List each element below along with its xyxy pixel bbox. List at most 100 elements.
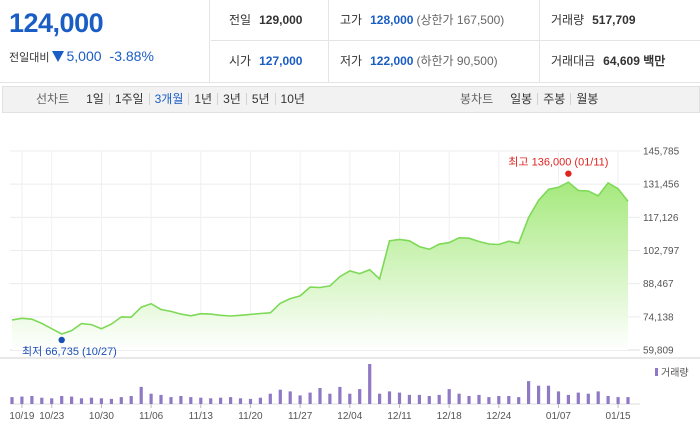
volume-bar: [169, 397, 173, 404]
open-value: 127,000: [259, 54, 303, 68]
y-axis-ticks: 145,785 131,456 117,126 102,797 88,467 74,138…: [643, 147, 680, 357]
open-cell: 시가 127,000: [229, 41, 302, 82]
volume-cell: 거래량 517,709: [539, 0, 700, 41]
low-value: 122,000: [370, 54, 414, 68]
volume-bar: [437, 394, 441, 404]
volume-bar: [278, 389, 282, 404]
volume-bar: [467, 396, 471, 404]
low-annotation: 최저 66,735 (10/27): [22, 345, 117, 358]
x-tick-label: 12/04: [337, 411, 362, 422]
trade-value-label: 거래대금: [551, 54, 596, 68]
y-tick-label: 117,126: [643, 213, 679, 224]
tab-1d[interactable]: 1일: [86, 92, 104, 106]
volume-bar: [397, 392, 402, 404]
x-tick-label: 10/30: [89, 411, 114, 422]
tab-3m[interactable]: 3개월: [148, 93, 189, 105]
x-tick-label: 11/27: [288, 411, 313, 422]
volume-bars: [10, 364, 630, 404]
price-change: 전일대비 5,000 -3.88%: [9, 48, 154, 65]
volume-bar: [99, 398, 103, 404]
volume-bar: [159, 394, 163, 404]
y-tick-label: 88,467: [643, 279, 674, 290]
volume-bar: [79, 398, 84, 404]
low-marker: [58, 336, 65, 344]
x-tick-label: 12/11: [387, 411, 412, 422]
y-tick-label: 59,809: [643, 346, 674, 357]
upper-limit: (상한가 167,500): [416, 13, 505, 27]
volume-bar: [238, 398, 243, 404]
quote-row-1: 전일 129,000 고가 128,000 (상한가 167,500) 거래량 517,…: [211, 0, 700, 41]
volume-bar: [199, 397, 203, 404]
volume-bar: [60, 396, 64, 404]
y-tick-label: 131,456: [643, 180, 680, 191]
volume-bar: [30, 396, 34, 404]
x-tick-label: 01/07: [546, 411, 571, 422]
volume-bar: [427, 396, 431, 404]
change-percent: -3.88%: [109, 48, 154, 64]
volume-bar: [338, 386, 342, 404]
tab-5y[interactable]: 5년: [245, 93, 275, 105]
prev-close-label: 전일: [229, 13, 252, 27]
volume-bar: [268, 393, 272, 404]
volume-bar: [487, 397, 491, 404]
volume-bar: [586, 393, 590, 404]
tab-1y[interactable]: 1년: [188, 93, 217, 105]
low-cell: 저가 122,000 (하한가 90,500): [328, 41, 538, 82]
volume-bar: [537, 385, 541, 404]
volume-bar: [149, 393, 153, 404]
volume-legend: 거래량: [661, 367, 689, 379]
volume-bar: [179, 396, 183, 404]
high-label: 고가: [340, 13, 363, 27]
price-chart: 145,785 131,456 117,126 102,797 88,467 74,138…: [0, 147, 700, 422]
x-tick-label: 10/23: [39, 411, 64, 422]
high-marker: [565, 170, 572, 177]
volume-bar: [566, 394, 570, 404]
volume-bar: [248, 398, 253, 404]
volume-bar: [40, 397, 44, 404]
price-line: [11, 181, 629, 335]
line-chart-label: 선차트: [36, 92, 70, 106]
volume-bar: [477, 394, 481, 404]
high-cell: 고가 128,000 (상한가 167,500): [328, 0, 538, 41]
candle-chart-tabs: 봉차트 일봉 주봉 월봉: [460, 87, 603, 112]
volume-bar: [129, 396, 133, 404]
volume-bar: [318, 388, 322, 404]
volume-bar: [119, 397, 123, 404]
x-tick-label: 11/06: [139, 411, 164, 422]
candle-chart-label: 봉차트: [460, 92, 494, 106]
volume-bar: [447, 389, 451, 404]
volume-bar: [258, 397, 262, 404]
volume-bar: [626, 397, 630, 404]
volume-bar: [407, 394, 411, 404]
volume-bar: [10, 397, 14, 404]
volume-bar: [50, 398, 54, 404]
x-tick-label: 11/20: [238, 411, 263, 422]
tab-10y[interactable]: 10년: [274, 93, 310, 105]
x-axis-ticks: 10/19 10/23 10/30 11/06 11/13 11/20 11/27 12/04…: [9, 404, 631, 422]
volume-bar: [387, 391, 392, 404]
trade-value-cell: 거래대금 64,609 백만: [539, 41, 700, 82]
y-tick-label: 145,785: [643, 147, 680, 158]
quote-detail-grid: 전일 129,000 고가 128,000 (상한가 167,500) 거래량 517,…: [211, 0, 700, 83]
price-area: [12, 182, 628, 350]
x-tick-label: 01/15: [606, 411, 631, 422]
x-tick-label: 12/18: [437, 411, 462, 422]
tab-daily[interactable]: 일봉: [510, 92, 533, 106]
down-triangle-icon: [52, 51, 65, 62]
volume-bar: [229, 397, 233, 404]
tab-monthly[interactable]: 월봉: [570, 93, 603, 105]
volume-bar: [417, 394, 421, 404]
tab-3y[interactable]: 3년: [217, 93, 246, 105]
volume-bar: [517, 397, 521, 404]
volume-bar: [328, 393, 332, 404]
high-value: 128,000: [370, 13, 414, 27]
chart-period-tabbar: 선차트 1일 1주일 3개월 1년 3년 5년 10년 봉차트 일봉 주봉 월봉: [2, 86, 700, 113]
tab-weekly[interactable]: 주봉: [537, 93, 570, 105]
trade-value: 64,609 백만: [603, 54, 666, 68]
volume-label: 거래량: [551, 13, 585, 27]
prev-close-cell: 전일 129,000: [229, 0, 302, 41]
volume-bar: [20, 396, 24, 404]
change-label: 전일대비: [9, 52, 50, 64]
quote-summary: 124,000 전일대비 5,000 -3.88% 전일 129,000 고가 128,…: [0, 0, 700, 83]
tab-1w[interactable]: 1주일: [108, 93, 149, 105]
